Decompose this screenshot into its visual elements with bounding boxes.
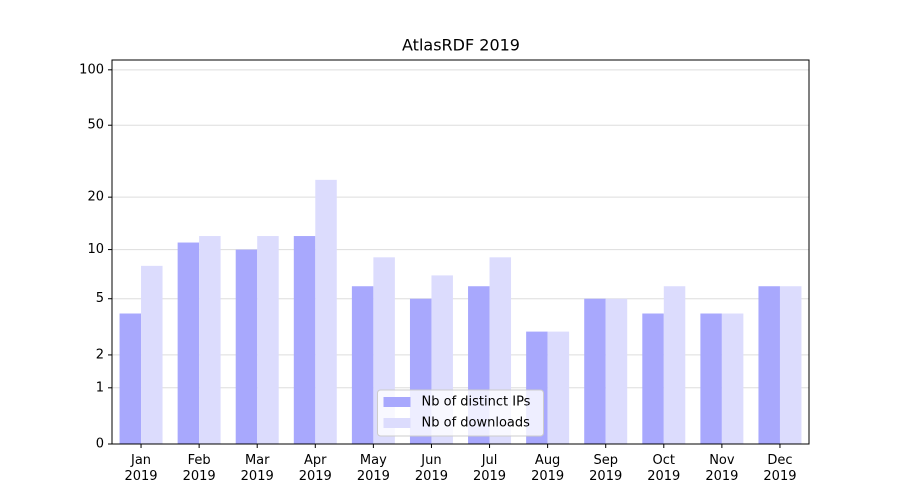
bar <box>584 298 606 444</box>
x-tick-label: Jun 2019 <box>414 453 448 484</box>
x-tick-label: Apr 2019 <box>298 453 332 484</box>
bar <box>293 236 316 444</box>
legend-swatch <box>383 397 411 407</box>
bar <box>663 286 686 444</box>
legend-label: Nb of distinct IPs <box>422 395 531 410</box>
x-tick-label: May 2019 <box>356 453 390 484</box>
y-tick-label: 20 <box>87 190 104 205</box>
bar <box>721 313 744 444</box>
chart-title: AtlasRDF 2019 <box>402 36 520 55</box>
x-tick-label: Jan 2019 <box>124 453 158 484</box>
bar <box>235 249 258 444</box>
y-tick-label: 10 <box>87 242 104 257</box>
x-tick-label: Feb 2019 <box>182 453 216 484</box>
y-tick-label: 0 <box>96 437 104 452</box>
x-tick-label: Mar 2019 <box>240 453 274 484</box>
bar <box>758 286 780 444</box>
y-tick-label: 50 <box>87 118 104 133</box>
y-tick-label: 1 <box>96 380 104 395</box>
bar <box>315 179 337 445</box>
bar <box>257 236 279 444</box>
bar <box>779 286 802 444</box>
bar <box>605 298 628 444</box>
bar <box>119 313 142 444</box>
x-tick-label: Sep 2019 <box>589 453 623 484</box>
y-tick-label: 100 <box>79 62 104 77</box>
bar <box>642 313 664 444</box>
bar <box>700 313 722 444</box>
plot-frame <box>111 59 810 445</box>
x-tick-label: Nov 2019 <box>705 453 739 484</box>
x-tick-label: Oct 2019 <box>647 453 681 484</box>
bar <box>141 265 163 444</box>
x-tick-label: Dec 2019 <box>763 453 797 484</box>
legend-swatch <box>383 418 411 428</box>
y-tick-label: 2 <box>96 347 104 362</box>
y-tick-label: 5 <box>96 291 104 306</box>
legend-box <box>377 389 544 437</box>
bar <box>199 236 221 444</box>
bar <box>177 242 200 444</box>
legend: Nb of distinct IPs Nb of downloads <box>377 389 544 437</box>
bar <box>351 286 374 444</box>
x-tick-label: Jul 2019 <box>472 453 507 484</box>
x-tick-label: Aug 2019 <box>531 453 565 484</box>
bar <box>547 331 570 444</box>
legend-label: Nb of downloads <box>422 416 531 431</box>
